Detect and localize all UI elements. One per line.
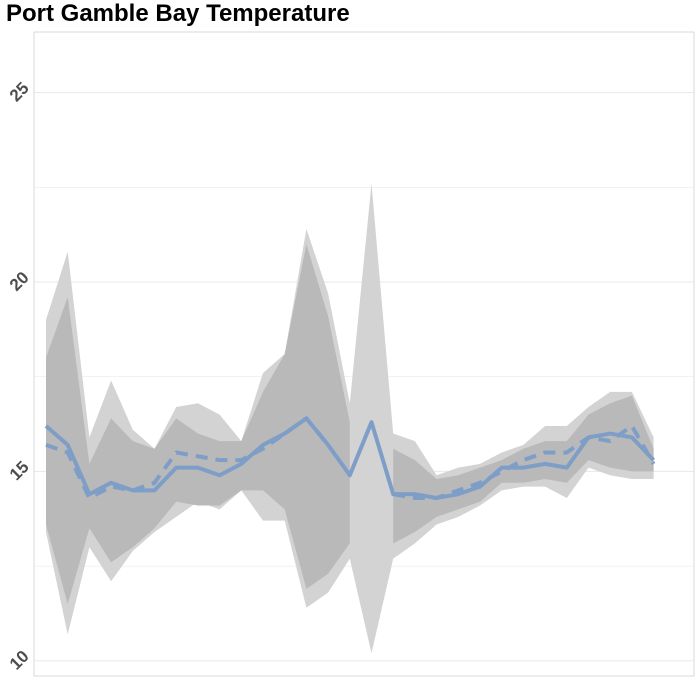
solid-series-line xyxy=(44,416,656,500)
y-tick-labels: 10 15 20 25 xyxy=(6,78,33,673)
panel-border xyxy=(33,31,695,677)
line-layer xyxy=(44,416,656,500)
inner-band xyxy=(46,244,350,605)
y-tick-label: 20 xyxy=(6,268,33,295)
band-layer xyxy=(46,183,654,654)
y-tick-label: 15 xyxy=(6,457,33,484)
dashed-series-line xyxy=(392,423,656,500)
chart-title: Port Gamble Bay Temperature xyxy=(6,0,350,27)
y-tick-label: 10 xyxy=(6,647,33,674)
outer-band xyxy=(46,183,654,654)
dashed-series-line xyxy=(45,416,330,500)
y-tick-label: 25 xyxy=(6,78,33,105)
